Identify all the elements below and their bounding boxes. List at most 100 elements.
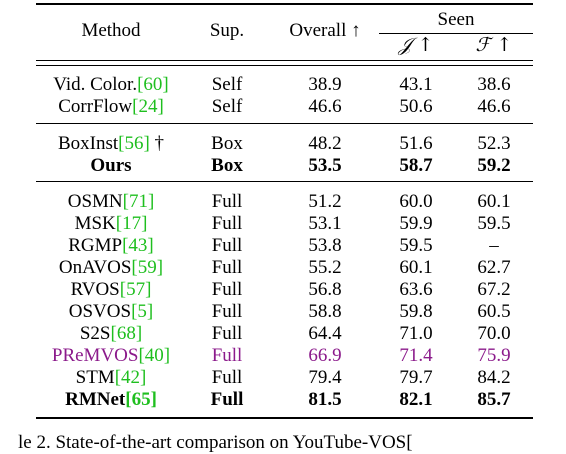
table-caption: le 2. State-of-the-art comparison on You… (18, 432, 413, 453)
f-cell: 67.2 (477, 279, 511, 300)
citation-link[interactable]: [56] (118, 133, 150, 154)
method-cell: RVOS[57] (71, 279, 152, 301)
method-name: S2S (79, 323, 111, 344)
f-cell: 60.1 (477, 191, 511, 212)
method-cell: MSK[17] (75, 213, 148, 235)
j-cell: 58.7 (399, 155, 433, 176)
seen-rule (379, 33, 533, 34)
sup-cell: Self (211, 96, 243, 117)
overall-cell: 38.9 (308, 74, 342, 95)
f-cell: 59.2 (477, 155, 511, 176)
j-cell: 59.5 (399, 235, 433, 256)
j-cell: 60.0 (399, 191, 433, 212)
citation-link[interactable]: [5] (131, 301, 154, 322)
j-cell: 59.9 (399, 213, 433, 234)
f-cell: – (489, 235, 499, 256)
citation-link[interactable]: [60] (137, 74, 169, 95)
method-cell: Ours (90, 155, 131, 177)
sup-cell: Full (211, 235, 243, 256)
overall-cell: 66.9 (308, 345, 342, 366)
citation-link[interactable]: [24] (132, 96, 164, 117)
j-cell: 71.4 (399, 345, 433, 366)
citation-link[interactable]: [71] (122, 191, 155, 212)
method-cell: S2S[68] (80, 323, 142, 345)
method-name: RGMP (68, 235, 123, 256)
citation-link[interactable]: [43] (122, 235, 154, 256)
overall-cell: 79.4 (308, 367, 342, 388)
j-cell: 50.6 (399, 96, 433, 117)
dagger-mark: † (149, 133, 165, 154)
citation-link[interactable]: [42] (114, 367, 147, 388)
overall-cell: 53.8 (308, 235, 342, 256)
overall-cell: 53.5 (308, 155, 342, 176)
citation-link[interactable]: [57] (119, 279, 152, 300)
method-name: BoxInst (57, 133, 119, 154)
overall-cell: 58.8 (308, 301, 342, 322)
sup-cell: Full (211, 257, 243, 278)
f-cell: 52.3 (477, 133, 511, 154)
sup-cell: Full (211, 191, 243, 212)
method-name: OSMN (67, 191, 123, 212)
citation-link[interactable]: [17] (115, 213, 148, 234)
header-seen: Seen (437, 9, 475, 30)
header-method: Method (81, 20, 141, 41)
f-cell: 85.7 (477, 389, 511, 410)
header-overall: Overall ↑ (289, 20, 361, 41)
f-cell: 62.7 (477, 257, 511, 278)
method-cell: RGMP[43] (68, 235, 154, 257)
citation-link[interactable]: [59] (131, 257, 164, 278)
header-f: ℱ ↑ (475, 34, 513, 56)
method-name: RMNet (65, 389, 126, 410)
j-cell: 82.1 (399, 389, 433, 410)
f-cell: 59.5 (477, 213, 511, 234)
j-cell: 79.7 (399, 367, 433, 388)
j-cell: 51.6 (399, 133, 433, 154)
sup-cell: Full (211, 213, 243, 234)
citation-link[interactable]: [68] (110, 323, 143, 344)
overall-cell: 55.2 (308, 257, 342, 278)
method-cell: CorrFlow[24] (58, 96, 164, 118)
method-cell: RMNet[65] (65, 389, 157, 411)
f-cell: 84.2 (477, 367, 511, 388)
f-cell: 70.0 (477, 323, 511, 344)
method-cell: OSVOS[5] (69, 301, 153, 323)
sup-cell: Full (211, 345, 243, 366)
f-cell: 46.6 (477, 96, 511, 117)
method-cell: BoxInst[56] † (58, 133, 164, 155)
citation-link[interactable]: [40] (138, 345, 171, 366)
j-cell: 43.1 (399, 74, 433, 95)
overall-cell: 64.4 (308, 323, 342, 344)
sup-cell: Box (211, 133, 243, 154)
header-sup: Sup. (209, 20, 245, 41)
overall-cell: 46.6 (308, 96, 342, 117)
overall-cell: 51.2 (308, 191, 342, 212)
sup-cell: Self (211, 74, 243, 95)
group-rule-1 (36, 123, 533, 124)
method-name: PReMVOS (51, 345, 139, 366)
sup-cell: Full (211, 301, 243, 322)
f-cell: 60.5 (477, 301, 511, 322)
method-name: OnAVOS (58, 257, 132, 278)
method-cell: OSMN[71] (68, 191, 155, 213)
header-rule-1 (36, 60, 533, 61)
method-cell: OnAVOS[59] (59, 257, 163, 279)
method-cell: Vid. Color.[60] (53, 74, 169, 96)
method-name: CorrFlow (58, 96, 133, 117)
sup-cell: Box (211, 155, 243, 176)
method-cell: PReMVOS[40] (52, 345, 170, 367)
overall-cell: 48.2 (308, 133, 342, 154)
j-cell: 71.0 (399, 323, 433, 344)
method-name: Ours (90, 155, 132, 176)
f-cell: 75.9 (477, 345, 511, 366)
j-cell: 63.6 (399, 279, 433, 300)
header-j: 𝒥 ↑ (398, 34, 434, 56)
citation-link[interactable]: [65] (125, 389, 157, 410)
method-name: MSK (74, 213, 116, 234)
bottom-rule (36, 417, 533, 419)
sup-cell: Full (211, 279, 243, 300)
overall-cell: 56.8 (308, 279, 342, 300)
method-name: Vid. Color. (53, 74, 138, 95)
method-name: RVOS (70, 279, 120, 300)
method-cell: STM[42] (76, 367, 147, 389)
method-name: STM (75, 367, 115, 388)
